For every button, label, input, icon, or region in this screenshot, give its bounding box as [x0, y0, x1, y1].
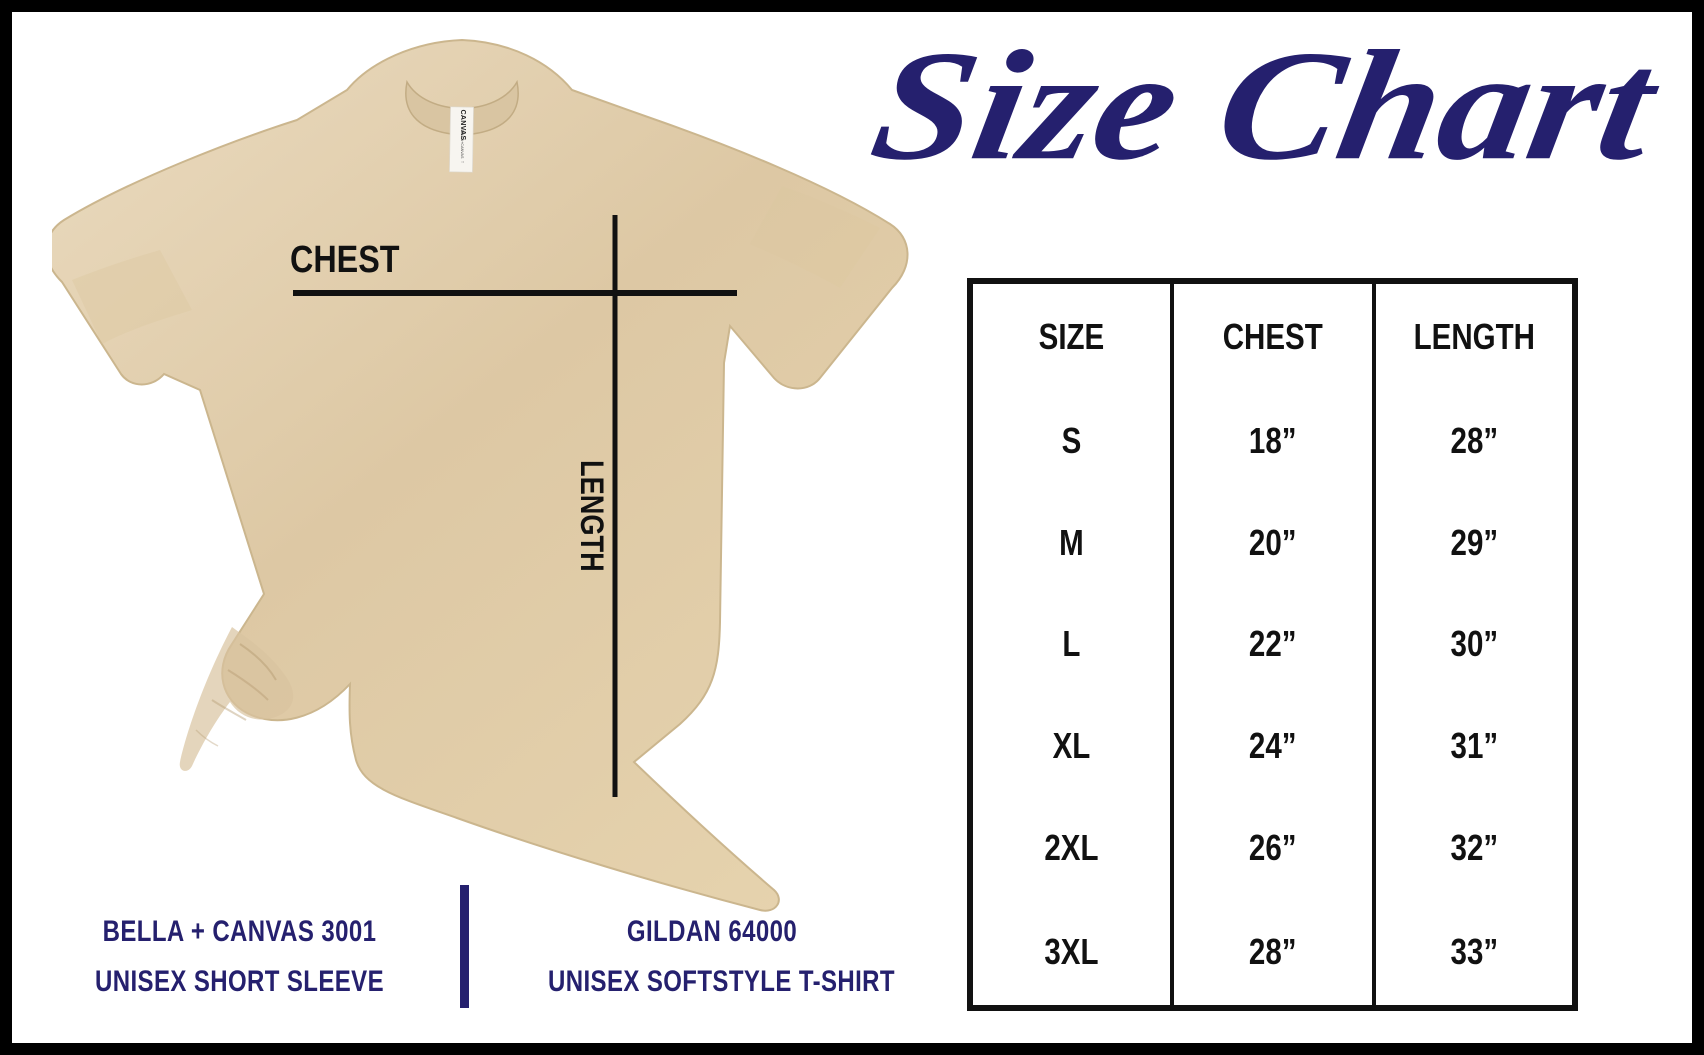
svg-text:BELLA+CANVAS: BELLA+CANVAS: [460, 130, 464, 160]
svg-text:T: T: [460, 161, 464, 163]
